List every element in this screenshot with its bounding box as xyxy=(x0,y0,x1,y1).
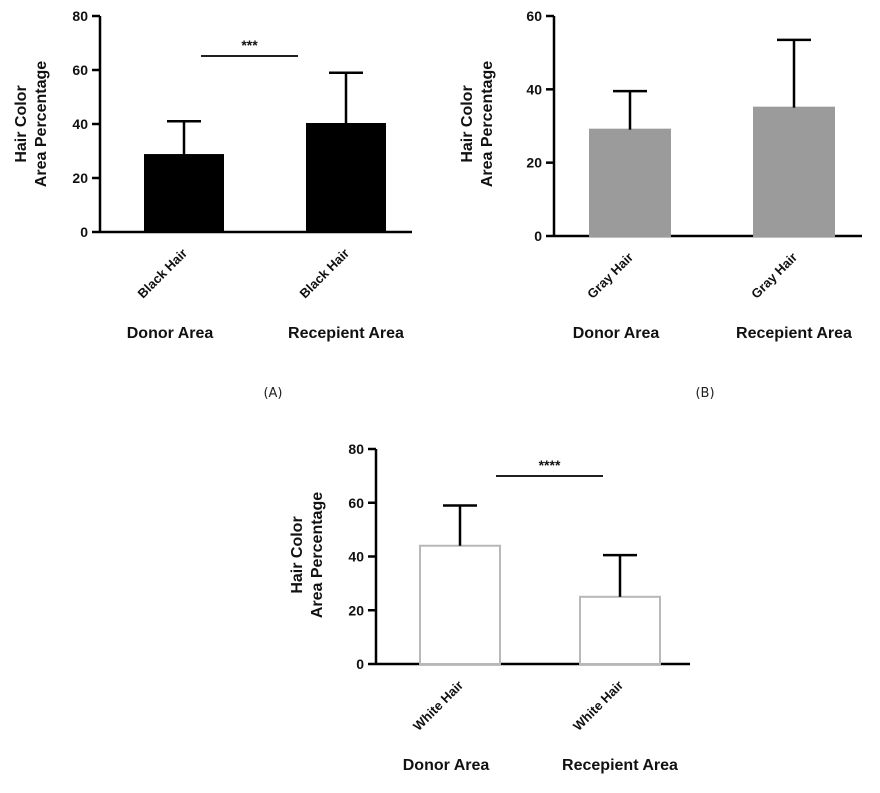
group-label: Donor Area xyxy=(573,325,660,342)
category-label: Gray Hair xyxy=(748,250,800,302)
group-label: Recepient Area xyxy=(736,325,852,342)
category-label: Gray Hair xyxy=(584,250,636,302)
chart-panel-c: 0 20 40 60 80 Hair Color Area Percentage White … xyxy=(289,441,690,774)
y-tick-label: 40 xyxy=(526,81,542,97)
y-axis-title-line: Area Percentage xyxy=(309,492,326,618)
bar xyxy=(144,154,224,233)
y-axis-title-line: Area Percentage xyxy=(479,61,496,187)
y-tick-label: 20 xyxy=(72,170,88,186)
category-label: Black Hair xyxy=(297,246,353,302)
y-axis-title-line: Area Percentage xyxy=(33,61,50,187)
group-label: Donor Area xyxy=(127,325,214,342)
category-label: White Hair xyxy=(570,678,626,734)
y-axis-title-line: Hair Color xyxy=(289,516,306,593)
y-tick-label: 60 xyxy=(348,495,364,511)
group-label: Donor Area xyxy=(403,757,490,774)
bar xyxy=(589,128,671,238)
y-axis-title-line: Hair Color xyxy=(13,85,30,162)
significance-stars: *** xyxy=(241,37,258,53)
bar xyxy=(753,106,835,237)
y-tick-label: 60 xyxy=(72,62,88,78)
y-tick-label: 40 xyxy=(348,549,364,565)
y-tick-label: 40 xyxy=(72,116,88,132)
significance-stars: **** xyxy=(539,457,561,473)
category-label: White Hair xyxy=(410,678,466,734)
y-axis-title-line: Hair Color xyxy=(459,85,476,162)
panel-label: (B) xyxy=(695,386,714,401)
panel-label: (A) xyxy=(263,386,282,401)
bar xyxy=(306,123,386,233)
y-tick-label: 80 xyxy=(72,8,88,24)
chart-panel-b: 0 20 40 60 Hair Color Area Percentage Gray Hai… xyxy=(459,8,862,401)
y-tick-label: 20 xyxy=(348,602,364,618)
chart-panel-a: 0 20 40 60 80 Hair Color Area Percentage Black … xyxy=(13,8,412,401)
y-tick-label: 0 xyxy=(534,228,542,244)
group-label: Recepient Area xyxy=(288,325,404,342)
bar xyxy=(579,595,661,665)
y-tick-label: 0 xyxy=(356,656,364,672)
group-label: Recepient Area xyxy=(562,757,678,774)
category-label: Black Hair xyxy=(135,246,191,302)
bar xyxy=(419,544,501,665)
y-tick-label: 0 xyxy=(80,224,88,240)
y-tick-label: 60 xyxy=(526,8,542,24)
y-tick-label: 20 xyxy=(526,155,542,171)
y-tick-label: 80 xyxy=(348,441,364,457)
